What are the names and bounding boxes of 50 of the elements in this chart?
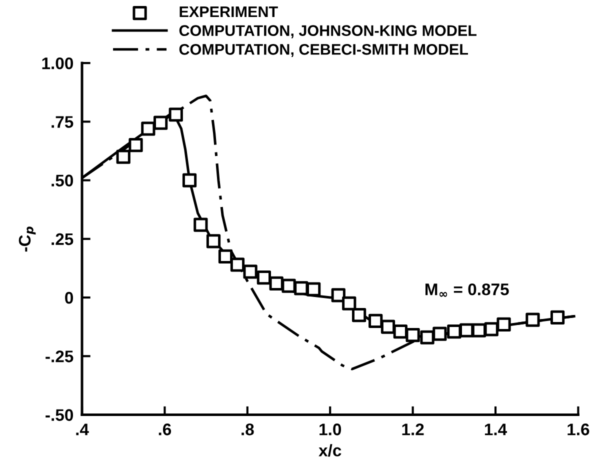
y-tick-label: .50 — [52, 174, 73, 186]
y-tick-label: 0 — [65, 292, 73, 304]
y-tick-label: -.25 — [46, 350, 74, 362]
point — [342, 296, 356, 310]
x-tick-label: 1.6 — [568, 424, 590, 436]
x-tick-label: 1.0 — [320, 424, 342, 436]
y-tick-label: .25 — [52, 233, 74, 246]
point — [168, 108, 183, 122]
point — [393, 324, 408, 339]
point — [243, 264, 258, 279]
point — [368, 314, 383, 328]
point — [496, 317, 511, 332]
point — [230, 258, 245, 272]
point — [459, 323, 474, 338]
point — [380, 320, 396, 334]
point — [306, 282, 321, 296]
point — [420, 330, 434, 344]
x-tick-label: .6 — [158, 424, 172, 436]
y-tick-label: -.50 — [46, 409, 73, 421]
x-tick-label: 1.2 — [402, 424, 424, 436]
y-axis-title: -C$_{p}$ — [18, 226, 36, 252]
point — [154, 116, 168, 130]
legend-label: COMPUTATION, JOHNSON-KING MODEL — [179, 25, 476, 38]
point — [484, 322, 498, 336]
legend-label: EXPERIMENT — [180, 6, 278, 18]
legend-label: COMPUTATION, CEBECI-SMITH MODEL — [179, 44, 468, 58]
point — [116, 150, 130, 164]
point — [406, 328, 420, 342]
annotation: M$_{∞}$ = 0.875 — [425, 284, 509, 297]
point — [141, 122, 156, 136]
point — [128, 138, 143, 152]
x-axis-title: x/c — [318, 444, 342, 457]
point — [182, 173, 197, 188]
point — [550, 310, 565, 325]
point — [206, 234, 221, 248]
point — [432, 326, 447, 341]
x-tick-label: .8 — [242, 424, 254, 436]
point — [447, 324, 462, 339]
point — [282, 278, 296, 293]
y-tick-label: 1.00 — [42, 57, 73, 70]
point — [526, 312, 540, 327]
point — [218, 249, 233, 264]
point — [331, 288, 346, 302]
x-tick-label: 1.4 — [484, 424, 507, 436]
y-tick-label: .75 — [52, 116, 74, 128]
x-tick-label: .4 — [76, 424, 89, 436]
point — [194, 218, 208, 232]
point — [256, 270, 272, 285]
point — [472, 323, 486, 338]
point — [352, 308, 366, 322]
